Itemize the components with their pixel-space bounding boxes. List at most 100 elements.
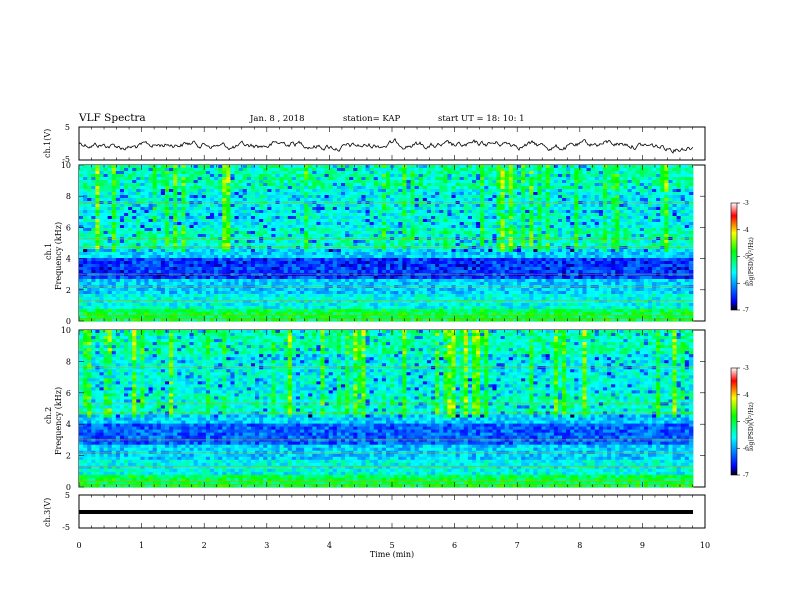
- spectrogram-cell: [578, 216, 583, 220]
- spectrogram-cell: [283, 180, 289, 184]
- spectrogram-cell: [304, 210, 309, 214]
- spectrogram-cell: [377, 174, 383, 178]
- spectrogram-cell: [353, 177, 358, 181]
- spectrogram-cell: [87, 207, 92, 211]
- spectrogram-cell: [124, 225, 129, 229]
- spectrogram-cell: [250, 240, 256, 244]
- spectrogram-cell: [119, 189, 125, 193]
- spectrogram-cell: [525, 186, 530, 190]
- spectrogram-cell: [422, 222, 428, 226]
- spectrogram-cell: [83, 165, 88, 169]
- spectrogram-cell: [431, 222, 436, 226]
- spectrogram-cell: [676, 255, 682, 259]
- spectrogram-cell: [304, 168, 309, 172]
- spectrogram-cell: [340, 243, 346, 247]
- spectrogram-cell: [545, 171, 551, 175]
- spectrogram-cell: [672, 252, 678, 256]
- spectrogram-cell: [492, 228, 497, 232]
- spectrogram-cell: [672, 237, 678, 241]
- spectrogram-cell: [111, 237, 117, 241]
- spectrogram-cell: [185, 216, 190, 220]
- spectrogram-cell: [373, 252, 379, 256]
- spectrogram-cell: [422, 258, 428, 262]
- spectrogram-cell: [365, 177, 371, 181]
- spectrogram-cell: [574, 174, 579, 178]
- spectrogram-cell: [250, 174, 256, 178]
- spectrogram-cell: [431, 168, 436, 172]
- spectrogram-cell: [181, 234, 186, 238]
- spectrogram-cell: [492, 252, 497, 256]
- spectrogram-cell: [320, 207, 325, 211]
- spectrogram-cell: [664, 231, 669, 235]
- spectrogram-cell: [500, 198, 506, 202]
- spectrogram-cell: [148, 225, 154, 229]
- spectrogram-cell: [447, 228, 452, 232]
- spectrogram-cell: [250, 180, 256, 184]
- spectrogram-cell: [164, 189, 170, 193]
- spectrogram-cell: [177, 207, 182, 211]
- spectrogram-cell: [259, 249, 264, 253]
- spectrogram-cell: [656, 171, 661, 175]
- spectrogram-cell: [324, 234, 330, 238]
- spectrogram-cell: [177, 186, 182, 190]
- spectrogram-cell: [500, 237, 506, 241]
- spectrogram-cell: [476, 228, 481, 232]
- spectrogram-cell: [148, 195, 154, 199]
- spectrogram-cell: [443, 165, 448, 169]
- spectrogram-cell: [566, 222, 571, 226]
- spectrogram-cell: [664, 174, 669, 178]
- spectrogram-cell: [99, 252, 104, 256]
- spectrogram-cell: [291, 228, 297, 232]
- ch1-waveform-panel: 5 -5 ch.1(V): [43, 123, 706, 164]
- spectrogram-cell: [652, 207, 657, 211]
- spectrogram-cell: [246, 204, 252, 208]
- spectrogram-cell: [586, 252, 592, 256]
- spectrogram-cell: [512, 258, 518, 262]
- spectrogram-cell: [525, 210, 530, 214]
- spectrogram-cell: [304, 258, 309, 262]
- spectrogram-cell: [336, 192, 342, 196]
- spectrogram-cell: [476, 243, 481, 247]
- spectrogram-cell: [115, 255, 121, 259]
- spectrogram-cell: [512, 192, 518, 196]
- spectrogram-cell: [197, 207, 203, 211]
- spectrogram-cell: [283, 255, 289, 259]
- spectrogram-cell: [230, 252, 235, 256]
- spectrogram-cell: [537, 258, 542, 262]
- ch1-waveform-line: [78, 137, 694, 154]
- spectrogram-cell: [545, 222, 551, 226]
- spectrogram-cell: [668, 183, 673, 187]
- spectrogram-cell: [586, 219, 592, 223]
- spectrogram-cell: [336, 237, 342, 241]
- spectrogram-cell: [177, 216, 182, 220]
- spectrogram-cell: [377, 234, 383, 238]
- spectrogram-cell: [418, 237, 424, 241]
- spectrogram-cell: [533, 195, 538, 199]
- spectrogram-cell: [439, 171, 444, 175]
- spectrogram-cell: [447, 168, 452, 172]
- spectrogram-cell: [410, 222, 416, 226]
- spectrogram-cell: [340, 213, 346, 217]
- spectrogram-cell: [271, 204, 276, 208]
- spectrogram-cell: [553, 192, 559, 196]
- spectrogram-cell: [87, 198, 92, 202]
- spectrogram-cell: [398, 261, 403, 265]
- spectrogram-cell: [279, 258, 285, 262]
- spectrogram-cell: [680, 189, 686, 193]
- spectrogram-cell: [684, 243, 690, 247]
- spectrogram-cell: [545, 240, 551, 244]
- spectrogram-cell: [529, 258, 534, 262]
- spectrogram-cell: [455, 231, 461, 235]
- spectrogram-cell: [480, 243, 485, 247]
- spectrogram-cell: [234, 258, 240, 262]
- spectrogram-cell: [95, 240, 100, 244]
- spectrogram-cell: [345, 237, 350, 241]
- spectrogram-cell: [209, 243, 215, 247]
- spectrogram-cell: [79, 198, 84, 202]
- spectrogram-cell: [496, 258, 502, 262]
- spectrogram-cell: [435, 180, 440, 184]
- spectrogram-cell: [631, 207, 637, 211]
- spectrogram-cell: [99, 192, 104, 196]
- spectrogram-cell: [688, 186, 694, 190]
